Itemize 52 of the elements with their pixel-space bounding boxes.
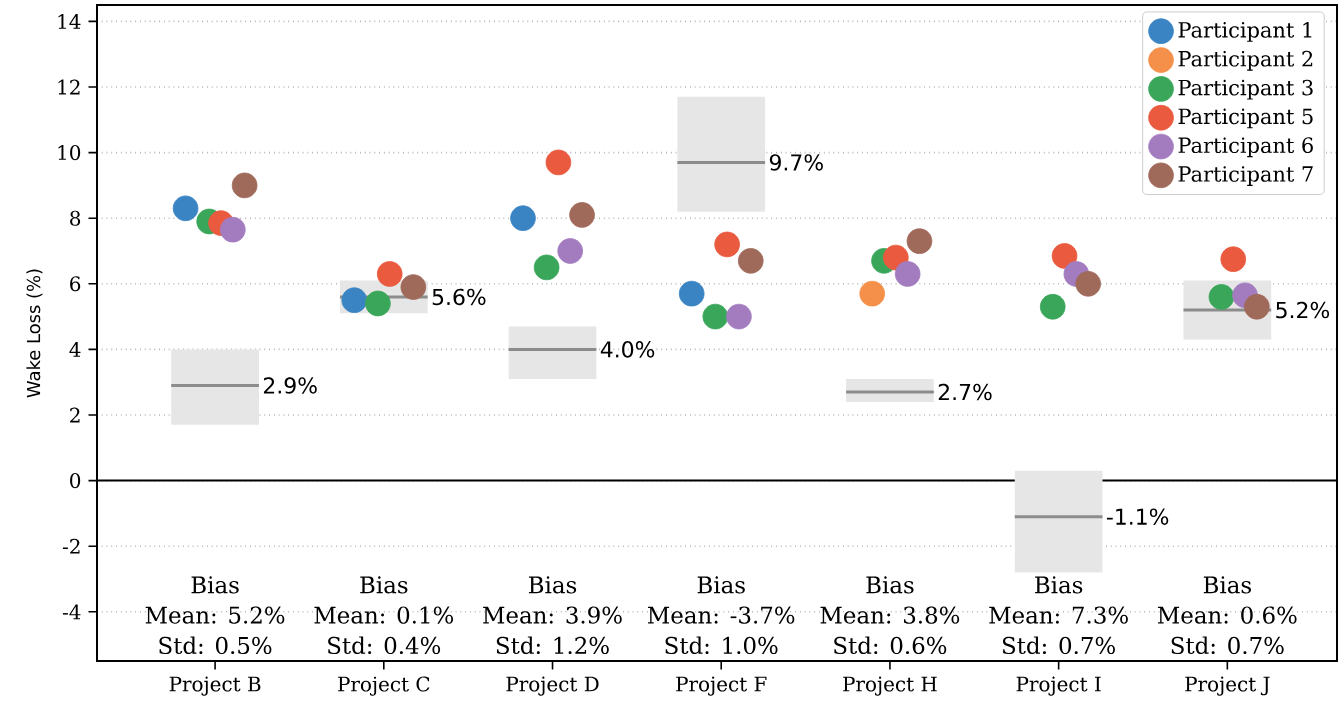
annotation: Std: 1.0% (665, 636, 778, 655)
y-tick-label: 8 (70, 210, 81, 226)
legend-label: Participant 2 (1178, 50, 1313, 71)
y-tick-label: 2 (70, 407, 80, 423)
annotation: Std: 0.6% (834, 636, 947, 655)
annotation: Std: 0.7% (1171, 636, 1284, 655)
annotation: 5.2% (1276, 301, 1330, 319)
legend-label: Participant 7 (1178, 166, 1313, 186)
x-tick-label: Project B (169, 676, 261, 696)
annotation: 2.7% (938, 383, 992, 401)
annotation: Mean: 5.2% (145, 606, 285, 624)
annotation: Bias (528, 576, 577, 594)
y-tick-label: -2 (62, 538, 80, 554)
annotation: Bias (697, 576, 745, 594)
y-tick-label: 10 (58, 145, 81, 161)
annotation: 2.9% (263, 377, 317, 394)
y-tick-label: 14 (58, 13, 81, 29)
legend-label: Participant 3 (1178, 79, 1313, 100)
annotation: Bias (360, 576, 408, 594)
y-axis-title: Wake Loss (%) (26, 269, 43, 398)
y-tick-label: -4 (62, 604, 81, 620)
annotation: Mean: 7.3% (989, 606, 1128, 624)
x-tick-label: Project C (338, 676, 430, 696)
y-tick-label: 4 (69, 341, 81, 357)
annotation: Mean: 0.6% (1157, 606, 1297, 624)
annotation: Std: 1.2% (496, 636, 609, 655)
x-tick-label: Project H (843, 676, 937, 696)
annotation: Std: 0.7% (1002, 636, 1115, 655)
annotation: 9.7% (769, 154, 823, 171)
y-tick-label: 0 (70, 473, 81, 489)
annotation: Mean: 3.9% (483, 606, 622, 624)
annotation: -1.1% (1106, 508, 1169, 525)
annotation: Bias (191, 576, 239, 594)
y-tick-label: 6 (70, 276, 81, 292)
legend-label: Participant 6 (1178, 137, 1313, 158)
x-tick-label: Project I (1016, 676, 1101, 696)
annotation: Mean: 3.8% (820, 606, 960, 624)
legend-label: Participant 5 (1178, 108, 1313, 129)
annotation: Bias (1203, 576, 1251, 594)
annotation: Std: 0.5% (159, 636, 272, 655)
annotation: Mean: -3.7% (647, 606, 795, 624)
x-tick-label: Project F (676, 676, 767, 696)
annotation: Bias (866, 576, 914, 594)
annotation: Mean: 0.1% (314, 606, 454, 624)
annotation: 4.0% (600, 341, 655, 358)
annotation: Bias (1035, 576, 1083, 594)
x-tick-label: Project J (1185, 676, 1270, 696)
legend-label: Participant 1 (1178, 21, 1312, 42)
annotation: 5.6% (432, 288, 486, 306)
annotation: Std: 0.4% (328, 636, 441, 655)
x-tick-label: Project D (506, 676, 599, 696)
y-tick-label: 12 (58, 79, 80, 95)
